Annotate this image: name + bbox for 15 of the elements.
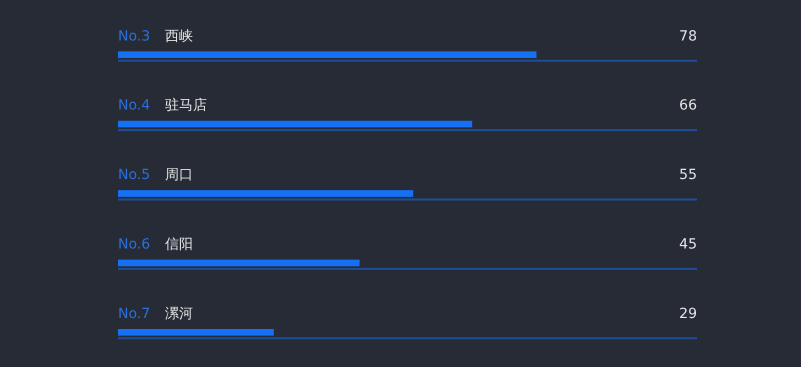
- data-label: 78: [679, 28, 697, 44]
- data-label: 29: [679, 306, 697, 322]
- y-tick-label: No.4 驻马店: [118, 98, 207, 114]
- data-label: 66: [679, 98, 698, 114]
- y-tick-label: No.7 漯河: [118, 306, 193, 322]
- data-label: 45: [679, 236, 697, 253]
- bar: [118, 260, 360, 266]
- bar: [118, 328, 274, 336]
- data-label: 55: [679, 167, 697, 184]
- bar: [118, 190, 414, 197]
- bar: [118, 120, 472, 128]
- y-tick-label: No.6 信阳: [118, 236, 193, 253]
- y-tick-label: No.5 周口: [118, 167, 193, 184]
- y-tick-label: No.3 西峡: [118, 28, 193, 44]
- bar: [118, 51, 536, 58]
